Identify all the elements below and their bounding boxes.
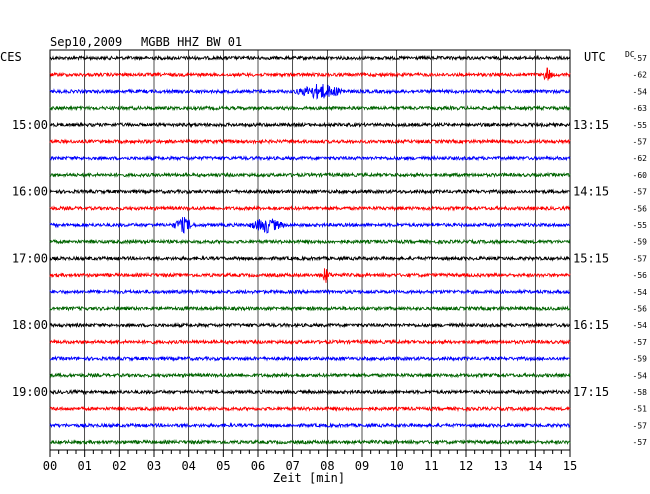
left-hour-label: 18:00 xyxy=(12,318,48,332)
trace-row-15 xyxy=(49,305,571,312)
trace-row-17 xyxy=(49,338,571,346)
trace-row-22 xyxy=(49,422,571,429)
x-tick-label-3: 03 xyxy=(147,459,161,473)
trace-row-19 xyxy=(49,371,571,379)
trace-row-12 xyxy=(49,255,571,262)
dc-offset-label: -56 xyxy=(633,271,648,280)
trace-row-1 xyxy=(49,67,571,81)
trace-row-16 xyxy=(49,321,571,329)
trace-row-3 xyxy=(49,104,571,112)
dc-offset-label: -54 xyxy=(633,371,648,380)
x-tick-label-13: 13 xyxy=(493,459,507,473)
dc-offset-label: -56 xyxy=(633,204,648,213)
dc-offset-label: -57 xyxy=(633,338,648,347)
x-tick-label-9: 09 xyxy=(355,459,369,473)
trace-row-10 xyxy=(49,217,571,234)
x-tick-label-0: 00 xyxy=(43,459,57,473)
x-tick-label-10: 10 xyxy=(389,459,403,473)
trace-row-0 xyxy=(49,54,571,62)
dc-offset-label: -55 xyxy=(633,121,648,130)
grid xyxy=(49,49,571,451)
trace-row-18 xyxy=(49,355,571,362)
dc-offset-label: -57 xyxy=(633,138,648,147)
left-hour-label: 19:00 xyxy=(12,385,48,399)
dc-offset-label: -63 xyxy=(633,104,648,113)
trace-row-14 xyxy=(49,288,571,296)
left-hour-label: 16:00 xyxy=(12,185,48,199)
trace-row-11 xyxy=(49,238,571,246)
dc-offset-label: -57 xyxy=(633,421,648,430)
trace-row-9 xyxy=(49,204,571,212)
x-tick-label-12: 12 xyxy=(459,459,473,473)
dc-offset-label: -51 xyxy=(633,405,648,414)
left-hour-label: 15:00 xyxy=(12,118,48,132)
dc-offset-label: -57 xyxy=(633,254,648,263)
trace-row-20 xyxy=(49,388,571,396)
dc-offset-label: -58 xyxy=(633,388,648,397)
trace-row-2 xyxy=(49,83,570,100)
left-timezone-label: CES xyxy=(0,50,22,64)
right-hour-label: 16:15 xyxy=(573,318,609,332)
dc-offset-label: -57 xyxy=(633,438,648,447)
trace-row-8 xyxy=(49,188,571,195)
trace-row-6 xyxy=(49,154,571,162)
trace-row-21 xyxy=(49,405,571,413)
left-hour-label: 17:00 xyxy=(12,251,48,265)
x-axis-label: Zeit [min] xyxy=(273,471,345,485)
dc-offset-labels: -57 -62 -54 -63 -55 -57 -62 -60 -57 -56 -55 -59 -57 -… xyxy=(633,54,648,447)
dc-offset-label: -54 xyxy=(633,87,648,96)
right-hour-label: 17:15 xyxy=(573,385,609,399)
right-hour-label: 13:15 xyxy=(573,118,609,132)
left-hour-labels: 15:00 16:00 17:00 18:00 19:00 xyxy=(12,118,48,399)
dc-offset-label: -55 xyxy=(633,221,648,230)
x-tick-label-14: 14 xyxy=(528,459,542,473)
right-timezone-label: UTC xyxy=(584,50,606,64)
dc-header-label: DC xyxy=(625,50,635,59)
trace-row-23 xyxy=(49,438,571,446)
trace-row-5 xyxy=(49,138,571,145)
dc-offset-label: -57 xyxy=(633,188,648,197)
trace-row-4 xyxy=(49,121,571,129)
right-hour-labels: 13:15 14:15 15:15 16:15 17:15 xyxy=(573,118,609,399)
x-tick-label-11: 11 xyxy=(424,459,438,473)
dc-offset-label: -62 xyxy=(633,154,648,163)
plot-frame xyxy=(49,49,571,451)
x-tick-label-7: 07 xyxy=(285,459,299,473)
right-hour-label: 15:15 xyxy=(573,251,609,265)
time-axis: 00 01 02 03 04 05 06 07 08 09 10 11 12 13 14 15 xyxy=(43,450,577,473)
dc-offset-label: -59 xyxy=(633,238,648,247)
right-hour-label: 14:15 xyxy=(573,185,609,199)
station-label: MGBB HHZ BW 01 xyxy=(141,35,242,49)
x-tick-label-5: 05 xyxy=(216,459,230,473)
trace-row-13 xyxy=(49,268,571,283)
x-tick-label-8: 08 xyxy=(320,459,334,473)
dc-offset-label: -54 xyxy=(633,288,648,297)
x-tick-label-1: 01 xyxy=(77,459,91,473)
dc-offset-label: -60 xyxy=(633,171,648,180)
dc-offset-label: -57 xyxy=(633,54,648,63)
dc-offset-label: -59 xyxy=(633,355,648,364)
date-label: Sep10,2009 xyxy=(50,35,122,49)
x-tick-label-2: 02 xyxy=(112,459,126,473)
traces xyxy=(49,54,571,446)
x-tick-label-4: 04 xyxy=(181,459,195,473)
trace-row-7 xyxy=(49,171,571,179)
dc-offset-label: -62 xyxy=(633,71,648,80)
dc-offset-label: -54 xyxy=(633,321,648,330)
dc-offset-label: -56 xyxy=(633,305,648,314)
x-tick-label-15: 15 xyxy=(563,459,577,473)
x-tick-label-6: 06 xyxy=(251,459,265,473)
